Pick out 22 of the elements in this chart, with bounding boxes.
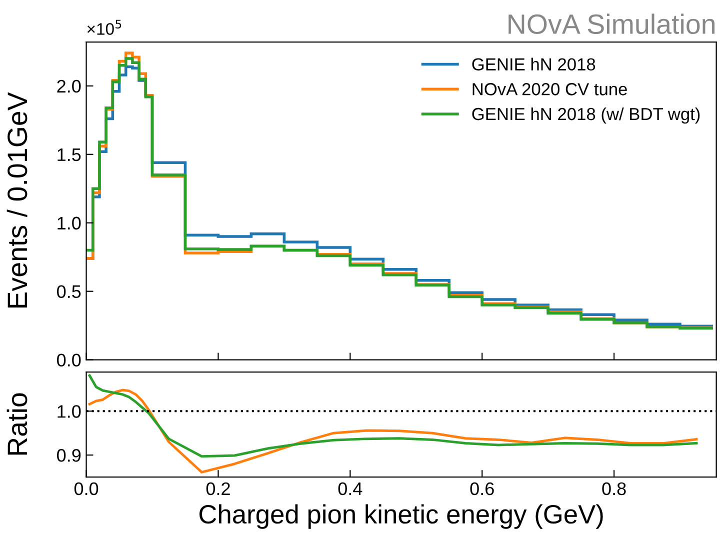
legend-label: GENIE hN 2018 (w/ BDT wgt) [472, 107, 700, 124]
y-axis-title: Ratio [6, 393, 28, 455]
y-tick-label: 0.0 [57, 354, 81, 366]
x-axis-title: Charged pion kinetic energy (GeV) [199, 504, 603, 529]
x-tick-label: 0.4 [338, 482, 362, 496]
y-axis-title: Events / 0.01GeV [6, 92, 28, 308]
text: ×10$^{5}$ [87, 20, 122, 35]
line-series [88, 388, 698, 474]
line-series [88, 374, 698, 458]
x-tick-label: 0.8 [602, 482, 626, 496]
x-tick-label: 0.0 [74, 482, 98, 496]
y-tick-label: 2.0 [57, 80, 81, 93]
chart-title: NOvA Simulation [508, 14, 714, 34]
y-tick-label: 0.9 [57, 449, 81, 462]
y-tick-label: 1.0 [58, 216, 81, 230]
y-tick-label: 1.5 [58, 148, 81, 162]
y-tick-label: 0.5 [57, 285, 81, 298]
x-tick-label: 0.2 [206, 482, 230, 496]
legend-label: GENIE hN 2018 [472, 58, 596, 70]
y-tick-label: 1.0 [58, 405, 81, 418]
legend-label: NOvA 2020 CV tune [472, 83, 627, 96]
x-tick-label: 0.6 [470, 482, 494, 496]
